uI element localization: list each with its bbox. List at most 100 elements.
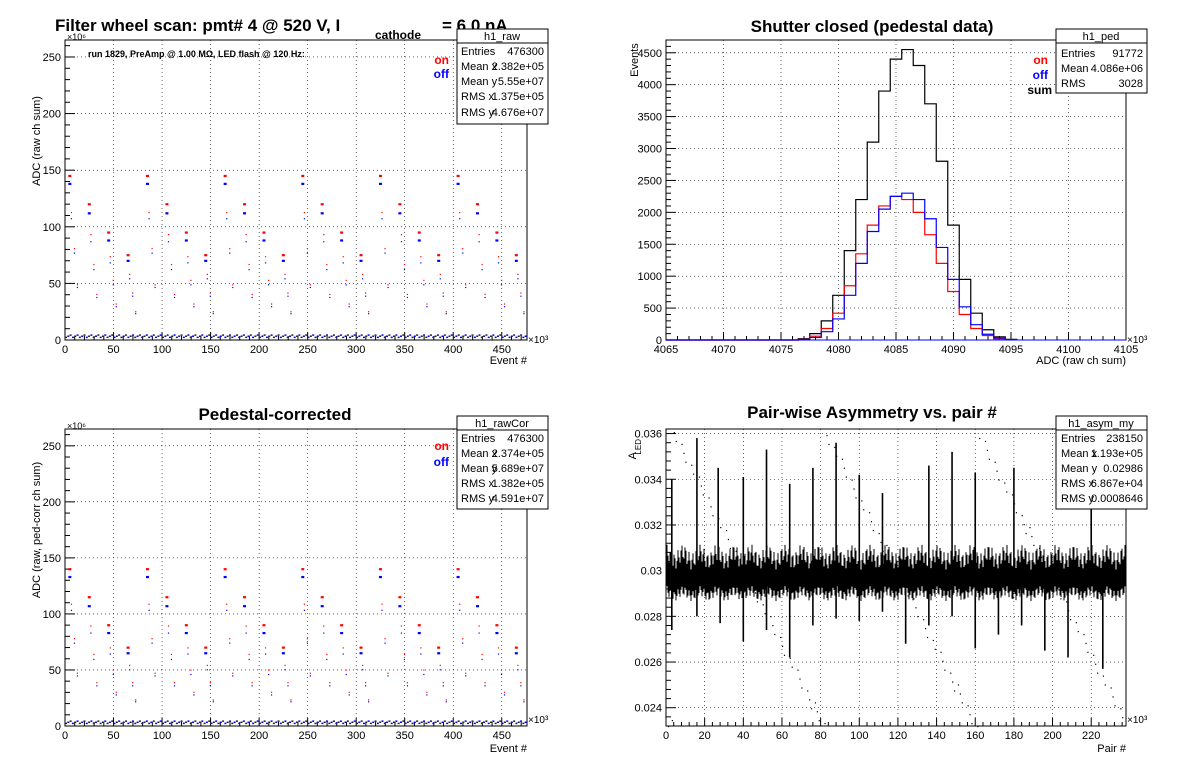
asym-outlier-point bbox=[828, 443, 830, 446]
cor-transition-point bbox=[326, 653, 328, 656]
asym-outlier-point bbox=[1095, 663, 1097, 665]
raw-baseline-point bbox=[367, 334, 370, 336]
ped-ytick-label-7: 3500 bbox=[638, 112, 662, 124]
cor-transition-point bbox=[190, 673, 192, 676]
asym-outlier-point bbox=[708, 497, 710, 499]
raw-baseline-point bbox=[143, 335, 146, 337]
cor-stats-value-3: 1.382e+05 bbox=[492, 478, 544, 490]
asym-outlier-point bbox=[969, 714, 971, 716]
raw-baseline-point bbox=[425, 336, 428, 339]
asym-outlier-point bbox=[998, 479, 1000, 481]
raw-transition-point bbox=[517, 278, 519, 280]
cor-baseline-point bbox=[515, 722, 518, 725]
cor-baseline-point bbox=[499, 720, 502, 722]
asym-title: Pair-wise Asymmetry vs. pair # bbox=[747, 403, 997, 422]
raw-baseline-point bbox=[134, 336, 137, 339]
cor-baseline-point bbox=[85, 722, 88, 725]
asym-outlier-point bbox=[1122, 717, 1124, 719]
cor-baseline-point bbox=[496, 721, 499, 724]
ped-ytick-label-0: 0 bbox=[656, 335, 662, 347]
cor-stats-value-4: 4.591e+07 bbox=[492, 493, 544, 505]
asym-stats-label-4: RMS y bbox=[1061, 493, 1095, 505]
cor-baseline-point bbox=[353, 720, 356, 722]
raw-baseline-point bbox=[409, 334, 412, 336]
cor-transition-point bbox=[287, 682, 289, 684]
cor-baseline-point bbox=[485, 720, 488, 722]
cor-transition-point bbox=[170, 658, 173, 661]
asym-stats-label-1: Mean x bbox=[1061, 448, 1098, 460]
raw-transition-point bbox=[264, 262, 267, 264]
raw-transition-point bbox=[348, 303, 350, 305]
cor-baseline-point bbox=[113, 722, 116, 725]
raw-transition-point bbox=[323, 234, 325, 236]
asym-outlier-point bbox=[984, 440, 987, 443]
asym-outlier-point bbox=[720, 527, 722, 529]
raw-transition-point bbox=[290, 311, 292, 313]
raw-transition-point bbox=[187, 256, 189, 258]
raw-baseline-point bbox=[113, 336, 116, 339]
ped-ticks: 4065 4070 4075 4080 4085 4090 4095 4100 4105 0 500… bbox=[638, 45, 1138, 356]
raw-transition-point bbox=[245, 241, 247, 243]
asym-outlier-point bbox=[841, 458, 844, 460]
cor-legend-off: off bbox=[434, 455, 450, 469]
cor-point-on-17 bbox=[398, 596, 402, 599]
cor-transition-point bbox=[135, 701, 137, 703]
asym-outlier-point bbox=[1058, 589, 1060, 591]
cor-baseline-point bbox=[138, 720, 141, 722]
raw-stats-label-4: RMS y bbox=[461, 107, 495, 119]
raw-baseline-point bbox=[83, 334, 86, 336]
asym-ytick-label-2: 0.028 bbox=[634, 611, 662, 623]
cor-transition-point bbox=[345, 669, 347, 671]
raw-point-off-14 bbox=[340, 239, 344, 242]
raw-baseline-point bbox=[268, 335, 271, 337]
cor-transition-point bbox=[442, 685, 444, 687]
cor-baseline-point bbox=[268, 721, 271, 724]
raw-transition-point bbox=[497, 256, 500, 258]
panel-raw: Filter wheel scan: pmt# 4 @ 520 V, I cat… bbox=[31, 16, 549, 367]
cor-transition-point bbox=[384, 642, 386, 644]
ped-ytick-label-4: 2000 bbox=[638, 207, 662, 219]
raw-xtick-label-9: 450 bbox=[493, 344, 511, 356]
cor-transition-point bbox=[420, 653, 422, 655]
cor-baseline-point bbox=[189, 722, 192, 725]
cor-baseline-point bbox=[134, 722, 137, 725]
cor-baseline-point bbox=[513, 720, 516, 722]
asym-outlier-point bbox=[774, 633, 776, 636]
raw-baseline-point bbox=[344, 335, 347, 337]
asym-outlier-point bbox=[942, 660, 944, 662]
raw-point-off-12 bbox=[301, 182, 305, 185]
raw-baseline-point bbox=[515, 336, 518, 339]
cor-transition-point bbox=[381, 603, 383, 605]
asym-outlier-point bbox=[1006, 491, 1008, 493]
raw-stats-value-0: 476300 bbox=[507, 46, 544, 58]
cor-baseline-point bbox=[120, 722, 123, 725]
cor-transition-point bbox=[497, 653, 500, 655]
cor-baseline-point bbox=[97, 720, 100, 722]
raw-point-off-8 bbox=[223, 182, 227, 185]
cor-transition-point bbox=[503, 691, 506, 693]
cor-transition-point bbox=[76, 672, 79, 674]
raw-baseline-point bbox=[346, 334, 349, 336]
cor-transition-point bbox=[520, 682, 522, 684]
cor-transition-point bbox=[264, 647, 267, 649]
cor-point-on-4 bbox=[146, 568, 149, 571]
cor-ytick-label-0: 0 bbox=[55, 721, 61, 733]
raw-transition-point bbox=[400, 241, 403, 243]
asym-outlier-point bbox=[1093, 654, 1095, 656]
cor-point-on-19 bbox=[437, 646, 441, 649]
cor-transition-point bbox=[426, 694, 428, 696]
cor-transition-point bbox=[517, 669, 519, 671]
raw-baseline-point bbox=[150, 335, 153, 337]
raw-baseline-point bbox=[390, 336, 393, 339]
raw-transition-point bbox=[503, 303, 506, 305]
raw-baseline-point bbox=[383, 336, 386, 339]
cor-transition-point bbox=[403, 658, 406, 661]
raw-transition-point bbox=[212, 311, 214, 313]
cor-transition-point bbox=[187, 647, 189, 649]
asym-outlier-point bbox=[681, 443, 683, 446]
cor-transition-point bbox=[151, 642, 153, 644]
cor-points bbox=[65, 568, 527, 725]
raw-baseline-point bbox=[510, 335, 513, 337]
cor-transition-point bbox=[387, 675, 389, 677]
cor-baseline-point bbox=[418, 722, 421, 725]
